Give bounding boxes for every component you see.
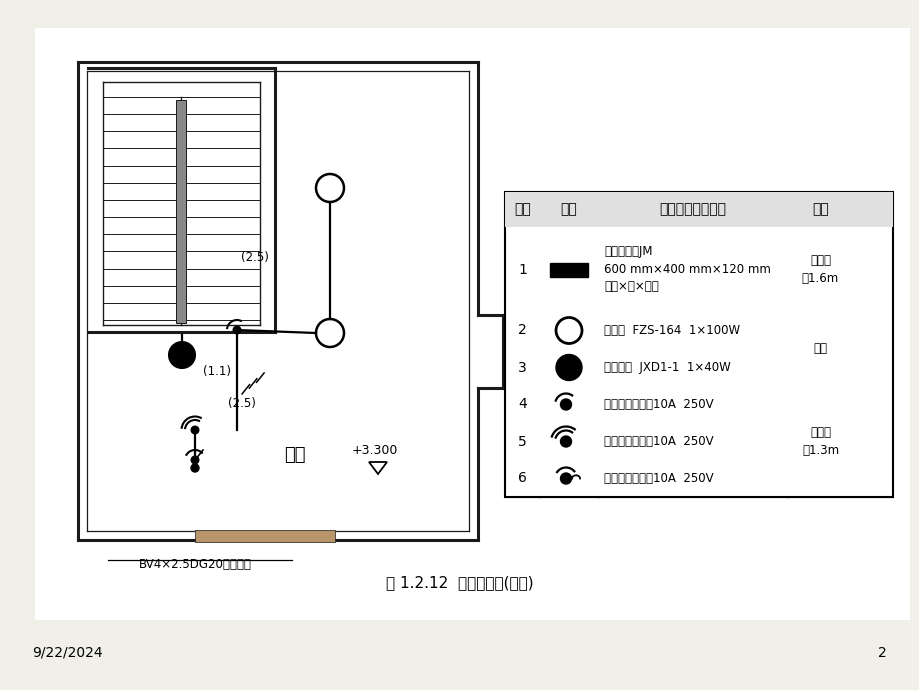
Text: 单联单控暗开关10A  250V: 单联单控暗开关10A 250V bbox=[604, 398, 713, 411]
Circle shape bbox=[169, 342, 195, 368]
Text: 装饰灯  FZS-164  1×100W: 装饰灯 FZS-164 1×100W bbox=[604, 324, 739, 337]
Bar bbox=[176, 100, 186, 323]
Text: 客厅: 客厅 bbox=[284, 446, 305, 464]
Text: 单联双控暗开关10A  250V: 单联双控暗开关10A 250V bbox=[604, 472, 713, 485]
Circle shape bbox=[190, 426, 199, 435]
Circle shape bbox=[233, 326, 241, 335]
Text: BV4×2.5DG20一层引来: BV4×2.5DG20一层引来 bbox=[139, 558, 251, 571]
Text: (2.5): (2.5) bbox=[241, 251, 268, 264]
Circle shape bbox=[560, 436, 571, 447]
Bar bbox=[505, 192, 892, 227]
Text: 9/22/2024: 9/22/2024 bbox=[32, 646, 103, 660]
Text: 3: 3 bbox=[517, 360, 527, 375]
Circle shape bbox=[191, 464, 199, 472]
Circle shape bbox=[555, 355, 582, 380]
Bar bbox=[35, 28, 909, 620]
Text: 5: 5 bbox=[517, 435, 527, 448]
Text: 图 1.2.12  二层平面图(局部): 图 1.2.12 二层平面图(局部) bbox=[386, 575, 533, 591]
Bar bbox=[505, 192, 892, 497]
Text: 照明配电箱JM
600 mm×400 mm×120 mm
（宽×高×厚）: 照明配电箱JM 600 mm×400 mm×120 mm （宽×高×厚） bbox=[604, 246, 770, 293]
Text: 图例: 图例 bbox=[560, 202, 577, 217]
Text: 6: 6 bbox=[517, 471, 527, 486]
Text: 名称、型号、规格: 名称、型号、规格 bbox=[659, 202, 726, 217]
Bar bbox=[195, 530, 335, 542]
Text: +3.300: +3.300 bbox=[351, 444, 398, 457]
Text: 吸顶: 吸顶 bbox=[812, 342, 826, 355]
Text: (1.1): (1.1) bbox=[203, 366, 231, 379]
Text: 双联单控暗开关10A  250V: 双联单控暗开关10A 250V bbox=[604, 435, 713, 448]
Bar bbox=[550, 262, 587, 277]
Circle shape bbox=[190, 455, 199, 464]
Text: 箱底标
高1.6m: 箱底标 高1.6m bbox=[801, 255, 838, 284]
Text: 安装高
度1.3m: 安装高 度1.3m bbox=[801, 426, 838, 457]
Text: 序号: 序号 bbox=[514, 202, 530, 217]
Text: 备注: 备注 bbox=[811, 202, 828, 217]
Text: 1: 1 bbox=[517, 262, 527, 277]
Circle shape bbox=[560, 399, 571, 410]
Text: 2: 2 bbox=[877, 646, 885, 660]
Text: (2.5): (2.5) bbox=[228, 397, 255, 409]
Text: 圆球罩灯  JXD1-1  1×40W: 圆球罩灯 JXD1-1 1×40W bbox=[604, 361, 730, 374]
Text: 4: 4 bbox=[517, 397, 527, 411]
Text: 2: 2 bbox=[517, 324, 527, 337]
Circle shape bbox=[560, 473, 571, 484]
